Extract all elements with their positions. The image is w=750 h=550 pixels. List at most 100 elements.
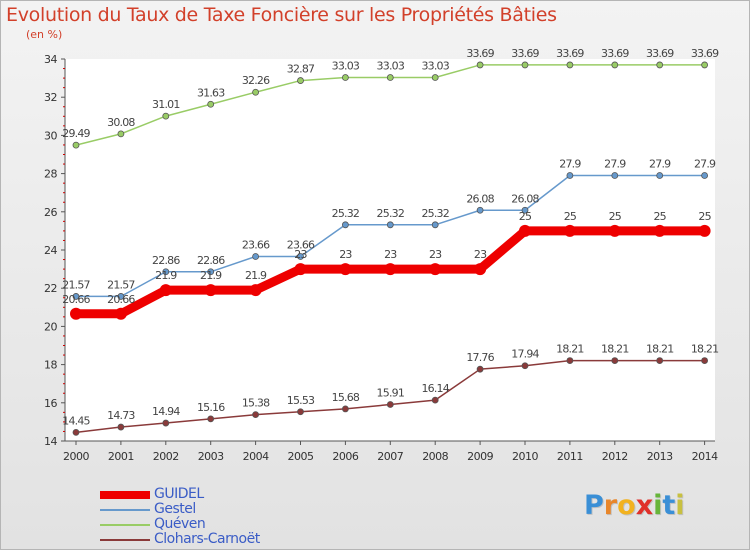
x-tick-label: 2000 [63, 450, 89, 463]
data-label: 18.21 [601, 343, 629, 356]
data-label: 14.94 [152, 405, 180, 418]
y-tick-label: 20 [44, 320, 57, 333]
data-label: 30.08 [107, 116, 135, 129]
data-label: 14.45 [62, 414, 90, 427]
data-point [339, 263, 352, 276]
data-label: 27.9 [604, 158, 626, 171]
data-point [297, 77, 304, 84]
legend-item: Quéven [100, 516, 300, 532]
data-label: 22.86 [152, 254, 180, 267]
data-label: 25 [653, 210, 666, 223]
data-point [207, 415, 215, 423]
data-point [72, 429, 80, 436]
x-tick-label: 2011 [557, 450, 583, 463]
unit-label: (en %) [26, 28, 63, 41]
data-label: 27.9 [559, 158, 581, 171]
data-label: 25.32 [421, 207, 449, 220]
data-label: 27.9 [694, 158, 716, 171]
y-tick-label: 30 [44, 129, 57, 142]
data-label: 33.69 [691, 47, 719, 60]
data-point [608, 224, 621, 237]
data-point [162, 268, 170, 276]
data-point [476, 206, 484, 214]
labels-clohars-carno-t: 14.45 14.73 14.94 15.16 15.38 15.53 15.68 15.91… [62, 343, 719, 428]
data-point [566, 172, 574, 179]
data-point [297, 408, 304, 416]
x-tick-label: 2002 [153, 450, 179, 463]
legend-item: GUIDEL [100, 486, 300, 502]
chart-title: Evolution du Taux de Taxe Foncière sur l… [6, 4, 557, 26]
data-point [297, 253, 304, 260]
data-label: 15.53 [287, 394, 315, 407]
data-point [117, 130, 125, 138]
series-qu-ven [72, 61, 708, 149]
legend-item: Clohars-Carnoët [100, 531, 300, 547]
x-tick-label: 2007 [377, 450, 403, 463]
labels-guidel: 20.66 20.66 21.9 21.9 21.9 23 23 23 23 23 25 25 25 25… [62, 210, 712, 306]
data-label: 17.94 [511, 348, 539, 361]
data-label: 20.66 [62, 293, 90, 306]
data-label: 33.69 [601, 47, 629, 60]
x-tick-label: 2005 [288, 450, 314, 463]
data-label: 25 [698, 210, 711, 223]
data-label: 26.08 [511, 192, 539, 205]
y-tick-label: 34 [44, 53, 57, 66]
data-label: 33.69 [646, 47, 674, 60]
data-label: 26.08 [466, 192, 494, 205]
x-tick-label: 2013 [647, 450, 673, 463]
data-label: 14.73 [107, 409, 135, 422]
data-point [431, 74, 439, 81]
data-point [698, 224, 711, 237]
data-point [476, 61, 484, 69]
y-tick-label: 24 [44, 244, 57, 257]
data-point [341, 405, 349, 413]
x-tick-label: 2008 [422, 450, 448, 463]
x-tick-label: 2001 [108, 450, 134, 463]
legend-label: Quéven [154, 516, 206, 532]
legend-swatch [100, 539, 150, 541]
data-point [70, 307, 82, 320]
data-point [611, 61, 619, 69]
data-label: 23.66 [287, 238, 315, 251]
data-point [294, 263, 307, 276]
legend-swatch [100, 524, 150, 526]
data-label: 15.91 [377, 387, 405, 400]
data-point [431, 221, 439, 229]
data-point [521, 206, 529, 214]
data-label: 21.9 [155, 269, 177, 282]
data-label: 18.21 [556, 343, 584, 356]
legend: GUIDEL Gestel Quéven Clohars-Carnoët [100, 486, 300, 547]
data-point [656, 357, 664, 364]
series-guidel [70, 224, 711, 320]
data-label: 21.9 [200, 269, 222, 282]
data-point [72, 141, 80, 149]
data-point [566, 357, 574, 364]
series-gestel [72, 172, 708, 300]
data-label: 20.66 [107, 293, 135, 306]
data-label: 27.9 [649, 158, 671, 171]
data-label: 16.14 [421, 382, 449, 395]
x-tick-label: 2004 [243, 450, 269, 463]
data-point [386, 401, 394, 408]
data-label: 31.63 [197, 86, 225, 99]
data-label: 32.87 [287, 63, 315, 76]
data-point [117, 293, 125, 300]
x-tick-label: 2014 [692, 450, 718, 463]
y-tick-label: 16 [44, 397, 57, 410]
data-point [252, 88, 260, 96]
data-label: 25 [519, 210, 532, 223]
data-point [656, 61, 664, 69]
data-label: 23 [339, 248, 352, 261]
data-label: 25 [564, 210, 577, 223]
data-point [341, 221, 349, 229]
legend-label: Clohars-Carnoët [154, 531, 260, 547]
data-point [384, 263, 397, 276]
data-label: 18.21 [691, 343, 719, 356]
data-label: 29.49 [62, 127, 90, 140]
data-label: 33.03 [332, 60, 360, 73]
data-point [249, 284, 262, 297]
logo-letter: P [584, 490, 604, 521]
x-tick-label: 2010 [512, 450, 538, 463]
data-point [701, 357, 708, 364]
